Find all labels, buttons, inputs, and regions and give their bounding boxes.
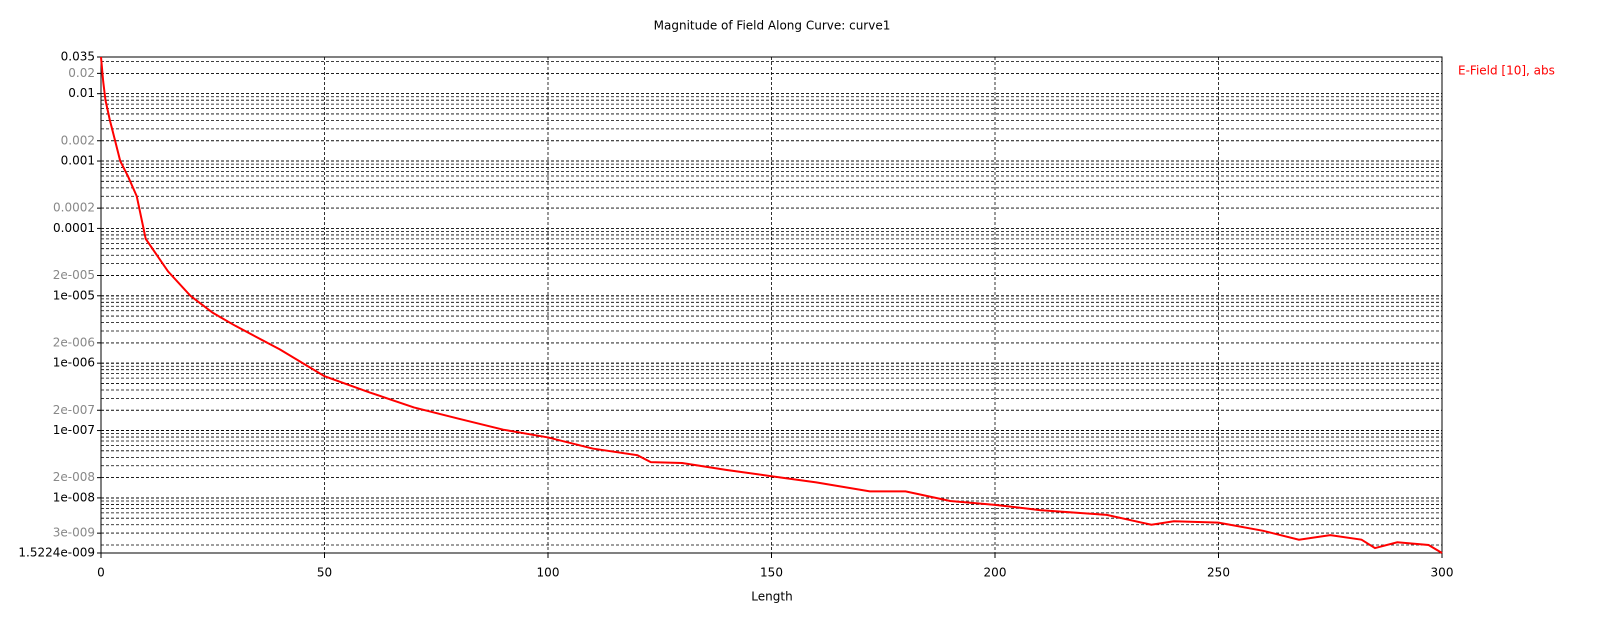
x-axis-label: Length <box>751 590 792 604</box>
y-tick-label: 1e-005 <box>53 288 95 302</box>
y-tick-label: 1.5224e-009 <box>18 546 95 560</box>
y-tick-label: 2e-005 <box>53 268 95 282</box>
y-tick-label: 0.001 <box>61 154 95 168</box>
y-tick-label: 1e-008 <box>53 490 95 504</box>
y-tick-label: 3e-009 <box>53 526 95 540</box>
x-tick-label: 250 <box>1207 566 1230 580</box>
x-tick-label: 0 <box>97 566 105 580</box>
y-tick-label: 0.035 <box>61 50 95 64</box>
plot-frame <box>100 56 1443 554</box>
chart-title: Magnitude of Field Along Curve: curve1 <box>654 19 891 33</box>
x-tick-label: 200 <box>984 566 1007 580</box>
y-tick-label: 1e-007 <box>53 423 95 437</box>
x-tick-label: 150 <box>760 566 783 580</box>
x-tick-label: 50 <box>317 566 332 580</box>
legend-entry: E-Field [10], abs <box>1458 64 1555 78</box>
y-tick-label: 0.002 <box>61 133 95 147</box>
y-tick-label: 0.0002 <box>53 201 95 215</box>
y-tick-label: 2e-006 <box>53 335 95 349</box>
data-line <box>100 56 1443 554</box>
y-tick-label: 2e-007 <box>53 403 95 417</box>
x-tick-label: 100 <box>537 566 560 580</box>
y-tick-label: 1e-006 <box>53 356 95 370</box>
y-tick-label: 0.02 <box>68 66 95 80</box>
y-tick-label: 0.0001 <box>53 221 95 235</box>
y-tick-label: 2e-008 <box>53 470 95 484</box>
x-tick-label: 300 <box>1431 566 1454 580</box>
y-tick-label: 0.01 <box>68 86 95 100</box>
